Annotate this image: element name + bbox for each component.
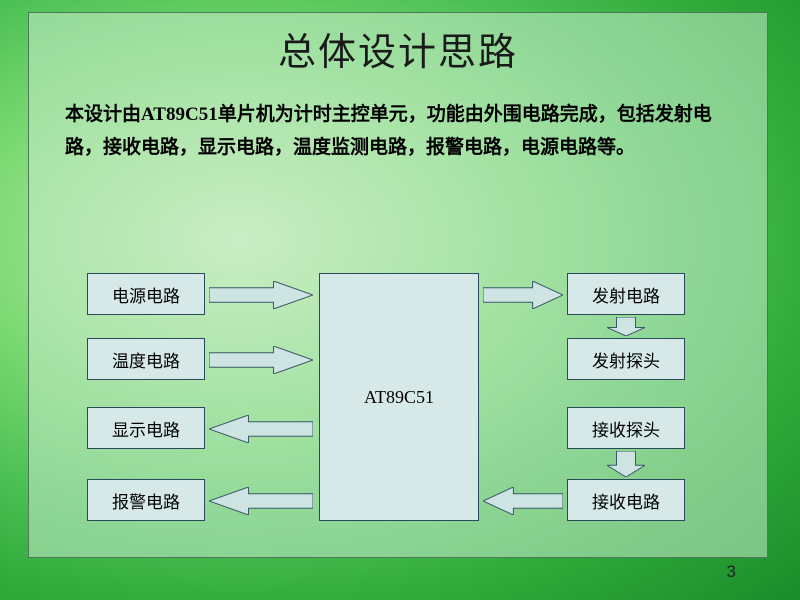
- arrow-left: [209, 487, 313, 515]
- center-node: AT89C51: [319, 273, 479, 521]
- diagram-node: 接收电路: [567, 479, 685, 521]
- arrow-left: [209, 415, 313, 443]
- diagram-node: 接收探头: [567, 407, 685, 449]
- block-diagram: AT89C51 电源电路温度电路显示电路报警电路 发射电路发射探头接收探头接收电路: [29, 243, 769, 553]
- arrow-down: [607, 317, 645, 336]
- arrow-right: [209, 346, 313, 374]
- description-text: 本设计由AT89C51单片机为计时主控单元，功能由外围电路完成，包括发射电路，接…: [65, 98, 731, 165]
- diagram-node: 温度电路: [87, 338, 205, 380]
- arrow-left: [483, 487, 563, 515]
- arrow-down: [607, 451, 645, 477]
- content-panel: 总体设计思路 本设计由AT89C51单片机为计时主控单元，功能由外围电路完成，包…: [28, 12, 768, 558]
- diagram-node: 报警电路: [87, 479, 205, 521]
- arrow-right: [483, 281, 563, 309]
- arrow-right: [209, 281, 313, 309]
- diagram-node: 电源电路: [87, 273, 205, 315]
- diagram-node: 发射探头: [567, 338, 685, 380]
- page-title: 总体设计思路: [29, 21, 767, 76]
- diagram-node: 发射电路: [567, 273, 685, 315]
- diagram-node: 显示电路: [87, 407, 205, 449]
- page-number: 3: [727, 562, 736, 582]
